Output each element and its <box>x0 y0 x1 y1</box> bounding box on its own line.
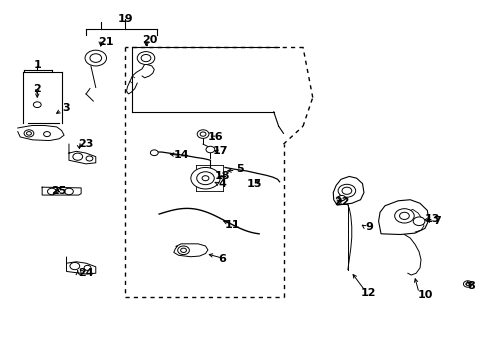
Text: 25: 25 <box>51 186 67 196</box>
Circle shape <box>90 54 102 62</box>
Text: 20: 20 <box>142 35 157 45</box>
Circle shape <box>137 51 155 64</box>
Circle shape <box>338 195 345 201</box>
Circle shape <box>202 176 208 181</box>
Text: 19: 19 <box>117 14 133 24</box>
Circle shape <box>205 146 214 153</box>
Circle shape <box>84 265 91 270</box>
Circle shape <box>150 150 158 156</box>
Circle shape <box>43 132 50 136</box>
Circle shape <box>85 50 106 66</box>
Circle shape <box>190 167 220 189</box>
Circle shape <box>73 153 82 160</box>
Text: 14: 14 <box>173 150 188 160</box>
Circle shape <box>177 246 189 255</box>
Circle shape <box>463 281 471 287</box>
Circle shape <box>200 132 205 136</box>
Circle shape <box>86 156 93 161</box>
Polygon shape <box>332 176 363 205</box>
Text: 9: 9 <box>364 222 372 231</box>
Circle shape <box>180 248 186 252</box>
Text: 1: 1 <box>33 60 41 70</box>
Circle shape <box>26 132 31 135</box>
Text: 11: 11 <box>224 220 240 230</box>
Text: 15: 15 <box>246 179 262 189</box>
Text: 3: 3 <box>62 103 70 113</box>
Circle shape <box>394 209 413 223</box>
Circle shape <box>341 187 351 194</box>
Text: 12: 12 <box>360 288 376 298</box>
Text: 8: 8 <box>467 281 474 291</box>
Text: 24: 24 <box>78 268 94 278</box>
Circle shape <box>196 172 214 185</box>
Circle shape <box>64 188 73 195</box>
Circle shape <box>197 130 208 138</box>
Text: 2: 2 <box>33 84 41 94</box>
Circle shape <box>412 217 424 226</box>
Text: 22: 22 <box>334 197 349 207</box>
Text: 17: 17 <box>212 146 227 156</box>
Text: 7: 7 <box>432 216 440 226</box>
Circle shape <box>47 188 56 195</box>
Text: 6: 6 <box>218 254 226 264</box>
Text: 4: 4 <box>218 179 226 189</box>
Text: 13: 13 <box>424 215 439 224</box>
Text: 5: 5 <box>235 164 243 174</box>
Polygon shape <box>378 200 428 234</box>
Circle shape <box>337 184 355 197</box>
Circle shape <box>70 262 80 270</box>
Circle shape <box>33 102 41 108</box>
Circle shape <box>465 283 469 285</box>
Text: 16: 16 <box>207 132 223 142</box>
Text: 23: 23 <box>78 139 94 149</box>
Text: 21: 21 <box>98 37 113 47</box>
Circle shape <box>141 54 151 62</box>
Text: 10: 10 <box>416 290 432 300</box>
Circle shape <box>24 130 34 137</box>
Circle shape <box>399 212 408 220</box>
Text: 18: 18 <box>214 171 230 181</box>
